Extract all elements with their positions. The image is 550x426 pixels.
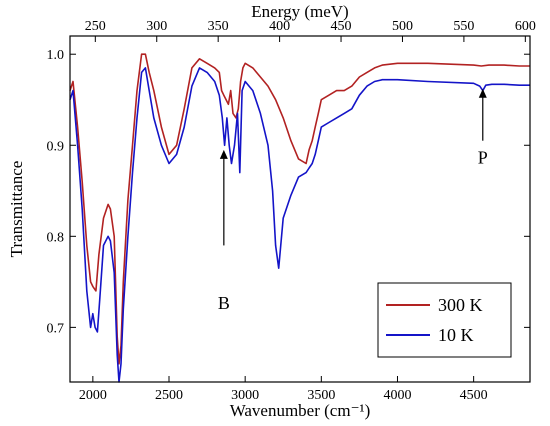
top-tick-label: 250 xyxy=(85,19,106,34)
annotation-label-1: P xyxy=(478,147,488,167)
legend-box xyxy=(377,282,512,358)
annotation-label-0: B xyxy=(218,293,230,313)
legend-label-0: 300 K xyxy=(438,295,483,315)
y-tick-label: 0.8 xyxy=(47,230,65,245)
x-tick-label: 3000 xyxy=(231,388,259,403)
y-tick-label: 0.9 xyxy=(47,139,65,154)
top-x-axis: 250 300 350 400 450 500 550 600 xyxy=(85,19,536,42)
plot-frame xyxy=(69,35,531,383)
top-tick-label: 450 xyxy=(331,19,352,34)
x-tick-label: 4500 xyxy=(460,388,488,403)
top-tick-label: 550 xyxy=(453,19,474,34)
series-line-1 xyxy=(69,67,530,383)
top-x-axis-title: Energy (meV) xyxy=(251,2,348,21)
top-tick-label: 500 xyxy=(392,19,413,34)
y-tick-label: 0.7 xyxy=(47,321,65,336)
top-tick-label: 300 xyxy=(146,19,167,34)
y-axis-title: Transmittance xyxy=(7,161,26,258)
legend-label-1: 10 K xyxy=(438,325,474,345)
x-tick-label: 2000 xyxy=(79,388,107,403)
legend: 300 K 10 K xyxy=(377,282,512,358)
x-tick-label: 3500 xyxy=(307,388,335,403)
annotation-arrowhead xyxy=(478,88,487,98)
series-line-0 xyxy=(69,53,530,365)
top-tick-label: 400 xyxy=(269,19,290,34)
annotations: BP xyxy=(218,88,488,313)
top-tick-label: 350 xyxy=(208,19,229,34)
x-axis-title: Wavenumber (cm⁻¹) xyxy=(230,401,371,420)
x-tick-label: 4000 xyxy=(383,388,411,403)
annotation-arrowhead xyxy=(219,149,228,159)
top-tick-label: 600 xyxy=(515,19,536,34)
series-lines xyxy=(69,53,530,383)
y-axis: 0.7 0.8 0.9 1.0 xyxy=(47,48,530,336)
bottom-x-axis: 2000 2500 3000 3500 4000 4500 xyxy=(79,376,488,403)
y-tick-label: 1.0 xyxy=(47,48,65,63)
x-tick-label: 2500 xyxy=(155,388,183,403)
